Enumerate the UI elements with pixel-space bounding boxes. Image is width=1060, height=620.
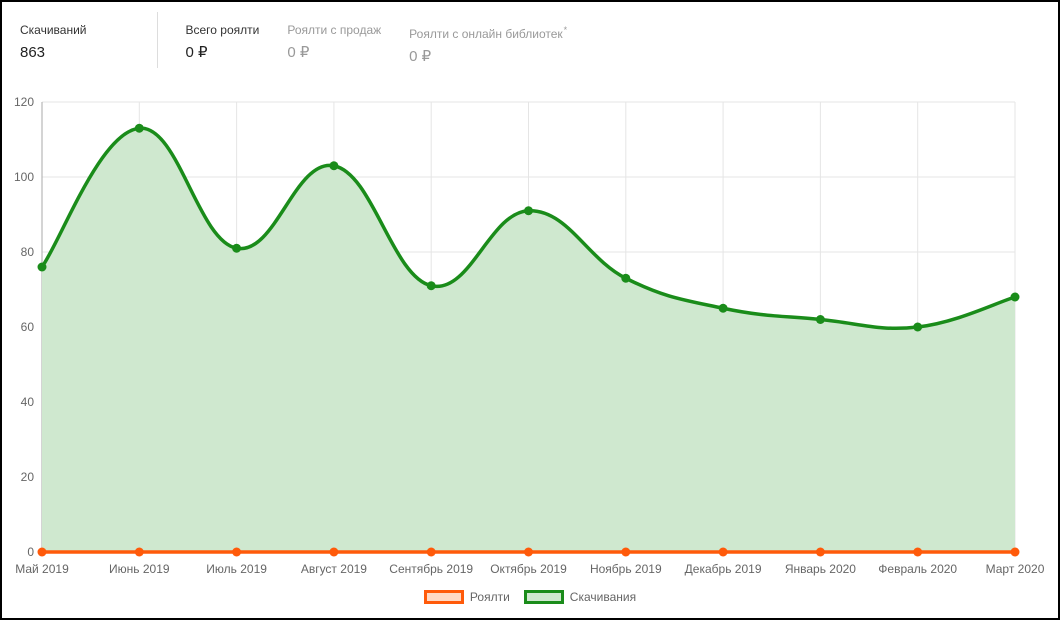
data-point-royalty xyxy=(329,547,339,557)
x-tick-label: Ноябрь 2019 xyxy=(590,562,662,576)
data-point-downloads xyxy=(1010,292,1020,302)
legend-label-downloads: Скачивания xyxy=(569,590,637,604)
data-point-downloads xyxy=(524,206,533,216)
x-tick-label: Март 2020 xyxy=(986,562,1045,576)
chart-legend: Роялти Скачивания xyxy=(0,590,1060,604)
stat-downloads-value: 863 xyxy=(20,44,46,61)
data-point-downloads xyxy=(232,243,242,253)
stat-downloads: Скачиваний 863 xyxy=(20,22,87,64)
data-point-downloads xyxy=(913,322,923,332)
x-tick-label: Май 2019 xyxy=(15,562,69,576)
data-point-downloads xyxy=(426,281,436,291)
stat-sales-royalty: Роялти с продаж 0 ₽ xyxy=(287,22,381,64)
stat-library-royalty-value: 0 ₽ xyxy=(409,48,432,65)
series-royalty xyxy=(37,547,1020,557)
x-tick-label: Декабрь 2019 xyxy=(685,562,762,576)
y-tick-label: 80 xyxy=(21,245,35,259)
stat-sales-royalty-label: Роялти с продаж xyxy=(287,23,382,37)
stat-library-royalty-footnote-mark: * xyxy=(563,25,568,35)
y-tick-label: 60 xyxy=(21,320,35,334)
stats-divider xyxy=(156,12,158,68)
x-tick-label: Октябрь 2019 xyxy=(490,562,567,576)
stat-total-royalty-value: 0 ₽ xyxy=(185,44,208,61)
x-tick-label: Февраль 2020 xyxy=(878,562,957,576)
legend-item-royalty[interactable]: Роялти xyxy=(423,590,510,604)
data-point-royalty xyxy=(232,547,242,557)
data-point-royalty xyxy=(524,547,533,557)
stat-total-royalty: Всего роялти 0 ₽ xyxy=(186,22,260,64)
series-area-downloads xyxy=(42,128,1015,553)
y-tick-label: 20 xyxy=(21,470,35,484)
stats-bar: Скачиваний 863 Всего роялти 0 ₽ Роялти с… xyxy=(20,12,595,68)
stat-total-royalty-label: Всего роялти xyxy=(185,23,260,37)
stat-sales-royalty-value: 0 ₽ xyxy=(287,44,310,61)
data-point-downloads xyxy=(718,303,728,313)
data-point-downloads xyxy=(134,123,144,133)
data-point-royalty xyxy=(718,547,728,557)
data-point-royalty xyxy=(913,547,923,557)
data-point-downloads xyxy=(621,273,631,283)
data-point-downloads xyxy=(815,315,825,324)
legend-item-downloads[interactable]: Скачивания xyxy=(523,590,637,604)
y-tick-label: 0 xyxy=(27,545,34,559)
x-tick-label: Август 2019 xyxy=(301,562,367,576)
x-tick-label: Январь 2020 xyxy=(785,562,856,576)
x-tick-label: Июль 2019 xyxy=(206,562,267,576)
data-point-royalty xyxy=(815,547,825,557)
data-point-royalty xyxy=(134,547,144,557)
y-tick-label: 100 xyxy=(14,170,34,184)
x-tick-label: Сентябрь 2019 xyxy=(389,562,473,576)
stat-library-royalty: Роялти с онлайн библиотек* 0 ₽ xyxy=(409,22,567,68)
stat-downloads-label: Скачиваний xyxy=(20,23,87,37)
legend-swatch-downloads xyxy=(523,590,564,604)
x-tick-label: Июнь 2019 xyxy=(109,562,170,576)
data-point-royalty xyxy=(426,547,436,557)
series-downloads xyxy=(37,123,1020,553)
legend-label-royalty: Роялти xyxy=(469,590,510,604)
data-point-downloads xyxy=(329,161,339,171)
data-point-royalty xyxy=(37,547,47,557)
data-point-downloads xyxy=(37,262,47,272)
legend-swatch-royalty xyxy=(423,590,464,604)
data-point-royalty xyxy=(621,547,631,557)
y-tick-label: 40 xyxy=(21,395,35,409)
stat-library-royalty-label: Роялти с онлайн библиотек xyxy=(409,27,563,41)
data-point-royalty xyxy=(1010,547,1020,557)
y-tick-label: 120 xyxy=(14,95,34,109)
